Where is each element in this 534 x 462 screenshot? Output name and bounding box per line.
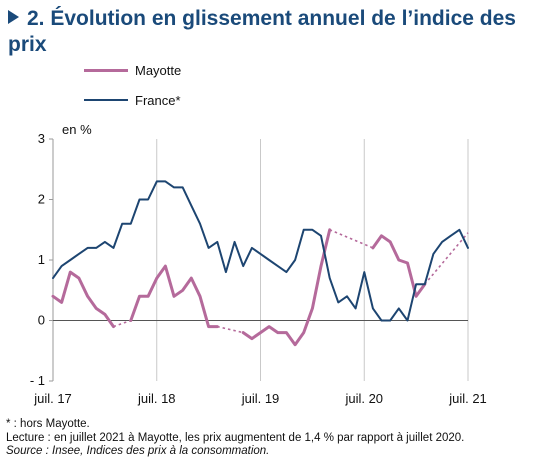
- series-line-mayotte: [371, 234, 427, 298]
- legend-label-mayotte: Mayotte: [135, 62, 182, 78]
- x-tick-label: juil. 20: [344, 391, 383, 406]
- x-tick-label: juil. 17: [33, 391, 72, 406]
- series-line-france: [52, 180, 469, 322]
- x-tick-label: juil. 18: [137, 391, 176, 406]
- y-tick-label: 1: [38, 252, 45, 267]
- series-gap-mayotte: [217, 325, 244, 334]
- series-line-mayotte: [241, 228, 332, 347]
- chart-title-text: 2. Évolution en glissement annuel de l’i…: [8, 7, 516, 56]
- triangle-bullet-icon: [8, 10, 19, 24]
- chart-title: 2. Évolution en glissement annuel de l’i…: [8, 6, 528, 58]
- footnote-reading: Lecture : en juillet 2021 à Mayotte, les…: [6, 431, 465, 444]
- series-line-mayotte: [51, 270, 115, 329]
- legend-item-france: France*: [84, 92, 264, 108]
- series-gap-mayotte: [424, 232, 469, 285]
- series-gap-mayotte: [329, 229, 374, 249]
- x-tick-label: juil. 21: [448, 391, 487, 406]
- x-tick-label: juil. 19: [241, 391, 280, 406]
- y-tick-label: 0: [38, 313, 45, 328]
- series-line-mayotte: [129, 264, 219, 329]
- series-gap-mayotte: [113, 319, 132, 328]
- legend-label-france: France*: [135, 92, 181, 108]
- footnotes: * : hors Mayotte. Lecture : en juillet 2…: [6, 418, 530, 459]
- legend-swatch-mayotte: [84, 68, 128, 72]
- y-tick-label: 3: [38, 131, 45, 146]
- footnote-asterisk: * : hors Mayotte.: [6, 418, 90, 430]
- y-tick-label: - 1: [30, 373, 45, 388]
- y-tick-label: 2: [38, 192, 45, 207]
- y-axis-unit-label: en %: [62, 122, 92, 137]
- legend-swatch-france: [84, 99, 128, 101]
- footnote-source: Source : Insee, Indices des prix à la co…: [6, 445, 270, 457]
- legend-item-mayotte: Mayotte: [84, 62, 264, 78]
